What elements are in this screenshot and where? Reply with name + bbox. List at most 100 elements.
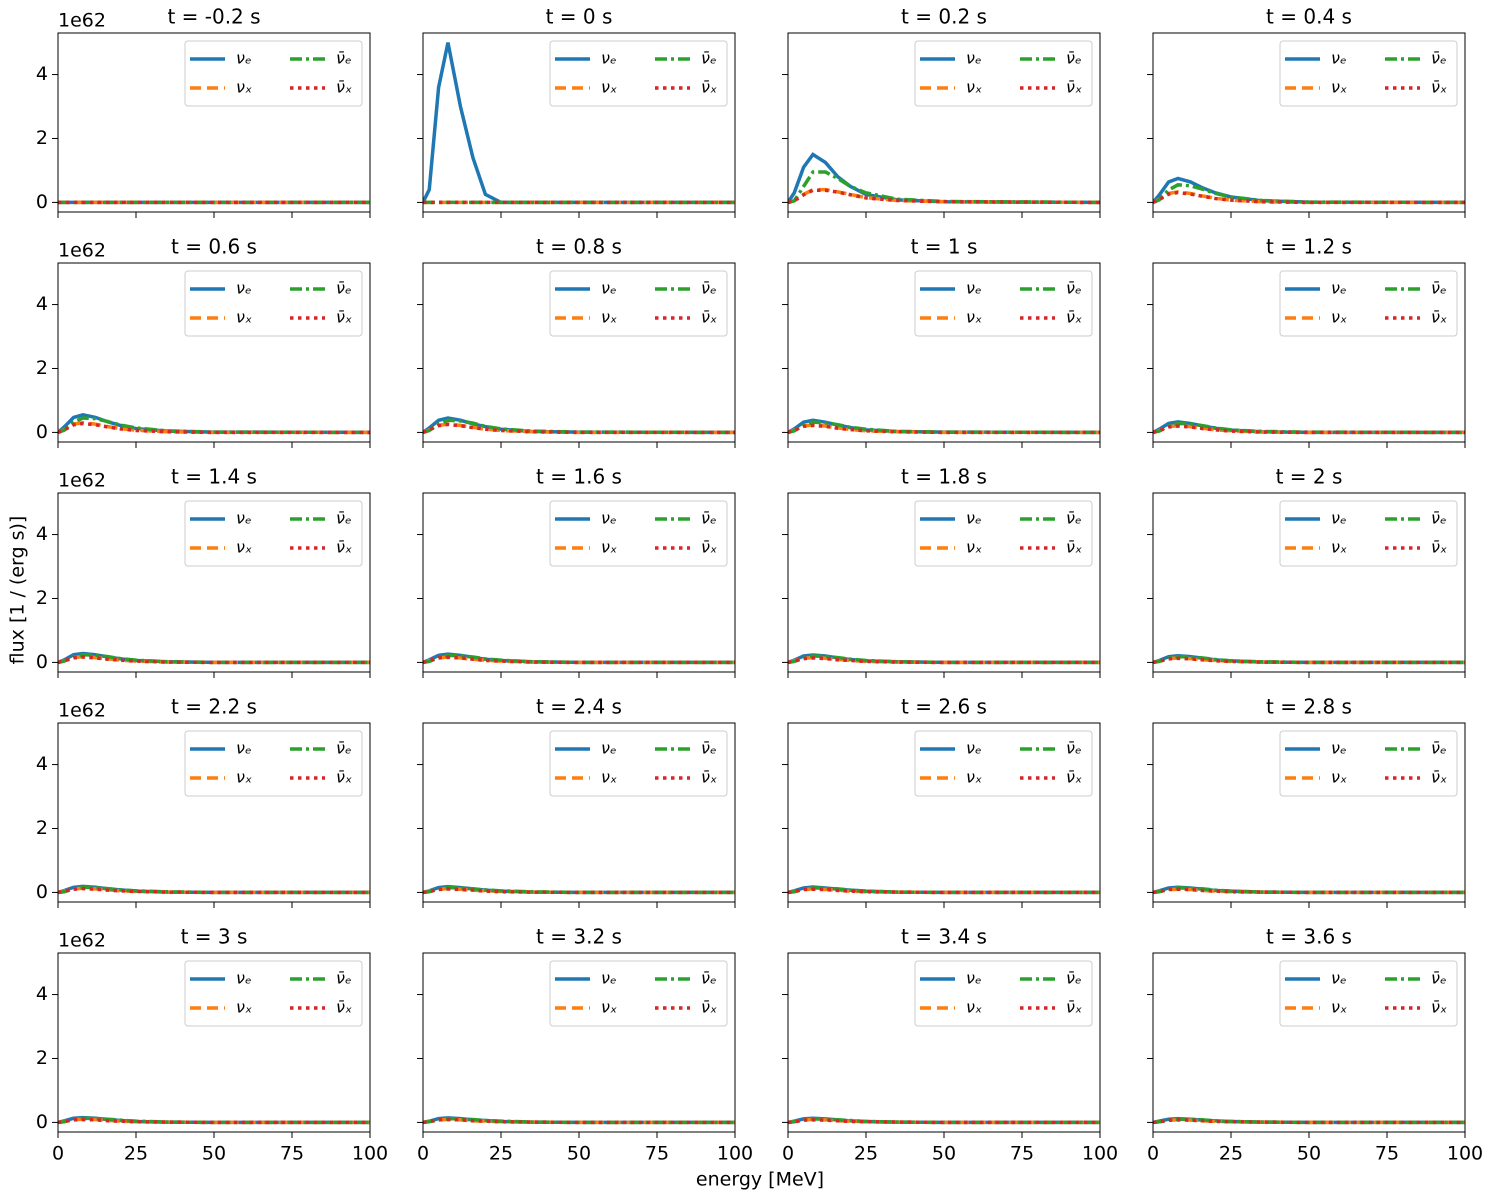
- y-tick-label: 0: [36, 421, 48, 443]
- axes-frame: [422, 32, 736, 213]
- legend-label: ν̄ₑ: [336, 49, 352, 68]
- axes-frame: [422, 952, 736, 1133]
- series-line: [788, 887, 1100, 895]
- y-tick-label: 0: [36, 191, 48, 213]
- y-tick-label: 4: [36, 63, 48, 85]
- subplot-title: t = 0.8 s: [536, 235, 622, 259]
- legend-label: ν̄ₓ: [1066, 768, 1082, 787]
- legend-label: νₑ: [1331, 49, 1347, 68]
- legend-label: νₑ: [601, 739, 617, 758]
- subplot: t = 1.6 s νₑ νₓ ν̄ₑ ν̄ₓ: [417, 465, 736, 678]
- legend-label: νₓ: [966, 768, 982, 787]
- series-line: [788, 656, 1100, 665]
- offset-label: 1e62: [58, 700, 106, 722]
- subplot-title: t = 3.2 s: [536, 925, 622, 949]
- legend-label: ν̄ₓ: [1431, 78, 1447, 97]
- legend-label: νₑ: [1331, 739, 1347, 758]
- legend-label: νₓ: [1331, 998, 1347, 1017]
- legend-label: ν̄ₑ: [1431, 969, 1447, 988]
- series-line: [788, 418, 1100, 435]
- series-line: [423, 418, 735, 435]
- axes-frame: [422, 722, 736, 903]
- series-line: [423, 655, 735, 665]
- legend-label: νₑ: [966, 279, 982, 298]
- subplot: t = 0.2 s νₑ νₓ ν̄ₑ ν̄ₓ: [782, 5, 1101, 218]
- subplot: 0 2 4 1e62 t = -0.2 s νₑ νₓ ν̄ₑ ν̄ₓ: [36, 5, 371, 218]
- x-tick-label: 100: [717, 1143, 753, 1165]
- axes-frame: [57, 262, 371, 443]
- axes-frame: [57, 952, 371, 1133]
- axes-frame: [422, 262, 736, 443]
- axes-frame: [1152, 722, 1466, 903]
- x-tick-label: 25: [124, 1143, 148, 1165]
- subplot-title: t = 2.6 s: [901, 695, 987, 719]
- series-line: [788, 170, 1100, 205]
- legend-label: ν̄ₓ: [701, 998, 717, 1017]
- y-tick-label: 2: [36, 357, 48, 379]
- y-tick-label: 0: [36, 651, 48, 673]
- legend-label: ν̄ₓ: [1431, 308, 1447, 327]
- series-line: [1153, 424, 1465, 435]
- legend-label: νₓ: [236, 308, 252, 327]
- legend-label: ν̄ₑ: [701, 739, 717, 758]
- legend-label: ν̄ₓ: [701, 78, 717, 97]
- legend-label: νₑ: [1331, 969, 1347, 988]
- axes-frame: [787, 262, 1101, 443]
- subplot-title: t = 3.4 s: [901, 925, 987, 949]
- series-line: [58, 416, 370, 435]
- subplot-title: t = 0 s: [546, 5, 613, 29]
- axes-frame: [57, 722, 371, 903]
- legend-label: ν̄ₑ: [336, 739, 352, 758]
- subplot-title: t = 1.8 s: [901, 465, 987, 489]
- legend-label: ν̄ₑ: [336, 509, 352, 528]
- legend-label: ν̄ₑ: [1431, 509, 1447, 528]
- series-line: [423, 422, 735, 435]
- legend-label: νₑ: [1331, 279, 1347, 298]
- y-tick-label: 2: [36, 127, 48, 149]
- legend-label: ν̄ₑ: [701, 279, 717, 298]
- legend-label: ν̄ₓ: [701, 768, 717, 787]
- legend-label: νₓ: [1331, 78, 1347, 97]
- legend-label: νₓ: [236, 998, 252, 1017]
- axes-frame: [57, 32, 371, 213]
- legend-label: ν̄ₓ: [336, 998, 352, 1017]
- x-tick-label: 0: [1147, 1143, 1159, 1165]
- legend-label: νₓ: [601, 308, 617, 327]
- subplot-title: t = 2.2 s: [171, 695, 257, 719]
- axes-frame: [787, 492, 1101, 673]
- series-line: [788, 423, 1100, 435]
- legend-label: ν̄ₑ: [701, 49, 717, 68]
- legend-label: νₑ: [601, 279, 617, 298]
- x-tick-label: 0: [417, 1143, 429, 1165]
- legend-label: ν̄ₑ: [336, 279, 352, 298]
- legend-label: ν̄ₑ: [1066, 279, 1082, 298]
- y-tick-label: 4: [36, 523, 48, 545]
- series-line: [423, 1117, 735, 1125]
- legend-label: ν̄ₑ: [336, 969, 352, 988]
- legend-label: νₓ: [601, 538, 617, 557]
- offset-label: 1e62: [58, 10, 106, 32]
- legend-label: ν̄ₓ: [701, 308, 717, 327]
- series-line: [788, 654, 1100, 665]
- subplot: 0 25 50 75 100 t = 3.6 s νₑ νₓ ν̄ₑ ν̄ₓ: [1147, 925, 1483, 1165]
- legend-label: νₓ: [966, 308, 982, 327]
- y-axis-label: flux [1 / (erg s)]: [7, 516, 29, 665]
- legend-label: ν̄ₑ: [701, 509, 717, 528]
- series-line: [423, 887, 735, 895]
- series-line: [58, 1117, 370, 1125]
- legend-label: ν̄ₑ: [701, 969, 717, 988]
- subplot: 0 25 50 75 100 0 2 4 1e62 t = 3 s νₑ νₓ ν̄ₑ ν̄ₓ: [36, 925, 388, 1165]
- axes-frame: [787, 32, 1101, 213]
- x-tick-label: 50: [202, 1143, 226, 1165]
- series-line: [58, 652, 370, 665]
- legend-label: ν̄ₓ: [1431, 538, 1447, 557]
- x-tick-label: 75: [1010, 1143, 1034, 1165]
- series-line: [788, 420, 1100, 435]
- subplot: t = 2.6 s νₑ νₓ ν̄ₑ ν̄ₓ: [782, 695, 1101, 908]
- axes-frame: [1152, 32, 1466, 213]
- x-tick-label: 0: [782, 1143, 794, 1165]
- legend-label: ν̄ₓ: [336, 78, 352, 97]
- legend-label: νₑ: [966, 509, 982, 528]
- legend-label: ν̄ₑ: [1431, 49, 1447, 68]
